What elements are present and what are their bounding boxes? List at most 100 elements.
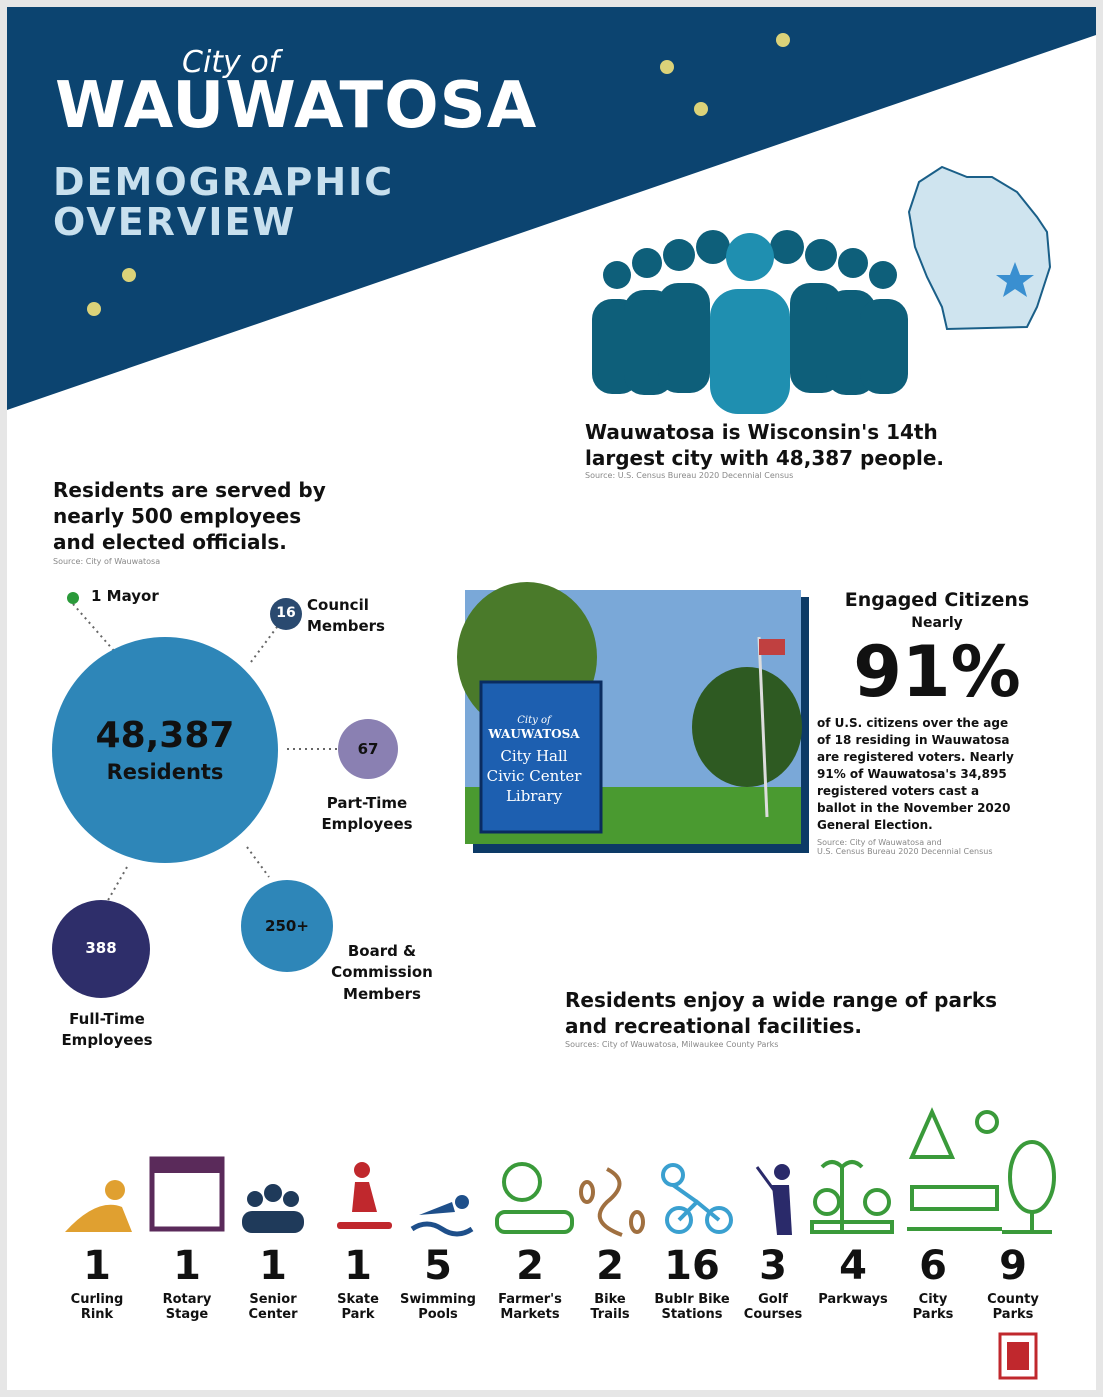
connectors xyxy=(72,603,337,903)
engaged-text: 91% of Wauwatosa's 34,895 xyxy=(817,767,1007,781)
county-park-icon xyxy=(975,1110,1056,1234)
park-icons xyxy=(65,1107,1056,1237)
board-bubble xyxy=(241,880,333,972)
park-label: Senior xyxy=(249,1292,297,1307)
people-icon xyxy=(592,230,908,414)
engaged-text: ballot in the November 2020 xyxy=(817,801,1011,815)
park-count: 9 xyxy=(999,1243,1027,1289)
board-label: Board & xyxy=(347,942,417,960)
council-bubble xyxy=(270,598,302,630)
board-value: 250+ xyxy=(265,917,309,935)
engaged-source: Source: City of Wauwatosa and xyxy=(817,838,942,847)
park-count: 1 xyxy=(344,1243,372,1289)
park-label: Pools xyxy=(418,1307,458,1322)
park-label: Bublr Bike xyxy=(654,1292,730,1307)
farmer-icon xyxy=(495,1162,574,1234)
subtitle-2: OVERVIEW xyxy=(53,200,297,244)
city-of: City of xyxy=(182,45,280,80)
park-label: Parks xyxy=(912,1307,954,1322)
park-label: Stage xyxy=(165,1307,209,1322)
part-time-value: 67 xyxy=(357,740,379,758)
page: City of WAUWATOSA DEMOGRAPHIC OVERVIEW W… xyxy=(7,7,1096,1390)
park-count: 16 xyxy=(664,1243,720,1289)
employees-headline: Residents are served by xyxy=(53,478,326,502)
park-label: City xyxy=(918,1292,948,1307)
employees-source: Source: City of Wauwatosa xyxy=(53,557,161,566)
residents-value: 48,387 xyxy=(95,715,235,756)
park-count: 5 xyxy=(424,1243,452,1289)
sign-text: WAUWATOSA xyxy=(488,727,580,741)
residents-label: Residents xyxy=(106,760,224,784)
park-count: 4 xyxy=(839,1243,867,1289)
star xyxy=(996,262,1034,297)
park-count: 6 xyxy=(919,1243,947,1289)
park-label: Curling xyxy=(70,1292,124,1307)
parks-source: Sources: City of Wauwatosa, Milwaukee Co… xyxy=(565,1040,779,1049)
sign-text: City Hall xyxy=(500,747,568,765)
park-count: 3 xyxy=(759,1243,787,1289)
park-count: 1 xyxy=(83,1243,111,1289)
sign-text: Library xyxy=(505,787,563,805)
senior-icon xyxy=(242,1184,304,1233)
city-title: WAUWATOSA xyxy=(55,69,538,143)
trail-icon xyxy=(579,1167,645,1237)
park-label: Stations xyxy=(661,1307,723,1322)
park-label: Rink xyxy=(80,1307,114,1322)
swim-icon xyxy=(410,1195,474,1237)
engaged-text: registered voters cast a xyxy=(817,784,980,798)
fireflies xyxy=(87,33,790,316)
engaged-qualifier: Nearly xyxy=(911,615,963,631)
park-label: Parkways xyxy=(818,1292,888,1307)
park-count: 2 xyxy=(596,1243,624,1289)
golf-icon xyxy=(755,1164,792,1235)
park-label: Skate xyxy=(337,1292,379,1307)
seal xyxy=(998,1332,1038,1380)
engaged-source: U.S. Census Bureau 2020 Decennial Census xyxy=(817,847,993,856)
population-headline: largest city with 48,387 people. xyxy=(585,446,944,470)
park-count: 1 xyxy=(259,1243,287,1289)
park-label: Farmer's xyxy=(498,1292,562,1307)
engaged-value: 91% xyxy=(853,631,1021,713)
subtitle-1: DEMOGRAPHIC xyxy=(53,160,395,204)
skate-icon xyxy=(337,1162,392,1229)
full-time-label: Full-Time xyxy=(69,1010,145,1028)
board-label: Commission xyxy=(331,963,433,981)
city-park-icon xyxy=(907,1107,1002,1231)
park-label: Bike xyxy=(594,1292,626,1307)
park-label: Rotary xyxy=(162,1292,212,1307)
parks-headline: and recreational facilities. xyxy=(565,1014,863,1038)
wisconsin-map xyxy=(907,165,1052,331)
park-label: Markets xyxy=(500,1307,560,1322)
part-time-label: Employees xyxy=(321,815,413,833)
park-label: Courses xyxy=(743,1307,803,1322)
parks-headline: Residents enjoy a wide range of parks xyxy=(565,988,998,1012)
employees-headline: nearly 500 employees xyxy=(53,504,302,528)
park-label: Park xyxy=(341,1307,375,1322)
mayor-label: 1 Mayor xyxy=(91,587,159,605)
mayor-dot xyxy=(67,592,79,604)
sign-text: City of xyxy=(517,715,551,726)
population-source: Source: U.S. Census Bureau 2020 Decennia… xyxy=(585,471,794,480)
parkway-icon xyxy=(810,1160,894,1234)
sign-text: Civic Center xyxy=(486,767,582,785)
photo xyxy=(457,582,809,853)
park-count: 2 xyxy=(516,1243,544,1289)
engaged-text: General Election. xyxy=(817,818,933,832)
park-label: Trails xyxy=(590,1307,630,1322)
full-time-value: 388 xyxy=(85,939,117,957)
population-headline: Wauwatosa is Wisconsin's 14th xyxy=(585,420,938,444)
park-label: Parks xyxy=(992,1307,1034,1322)
council-value: 16 xyxy=(276,605,296,621)
curling-icon xyxy=(65,1180,132,1232)
council-label: Council xyxy=(307,596,369,614)
part-time-bubble xyxy=(338,719,398,779)
full-time-bubble xyxy=(52,900,150,998)
park-label: Center xyxy=(248,1307,298,1322)
bublr-icon xyxy=(661,1163,733,1234)
artwork xyxy=(7,7,1096,1380)
employees-headline: and elected officials. xyxy=(53,530,287,554)
header-band xyxy=(7,7,1096,410)
engaged-title: Engaged Citizens xyxy=(844,589,1030,611)
engaged-text: of U.S. citizens over the age xyxy=(817,716,1009,730)
